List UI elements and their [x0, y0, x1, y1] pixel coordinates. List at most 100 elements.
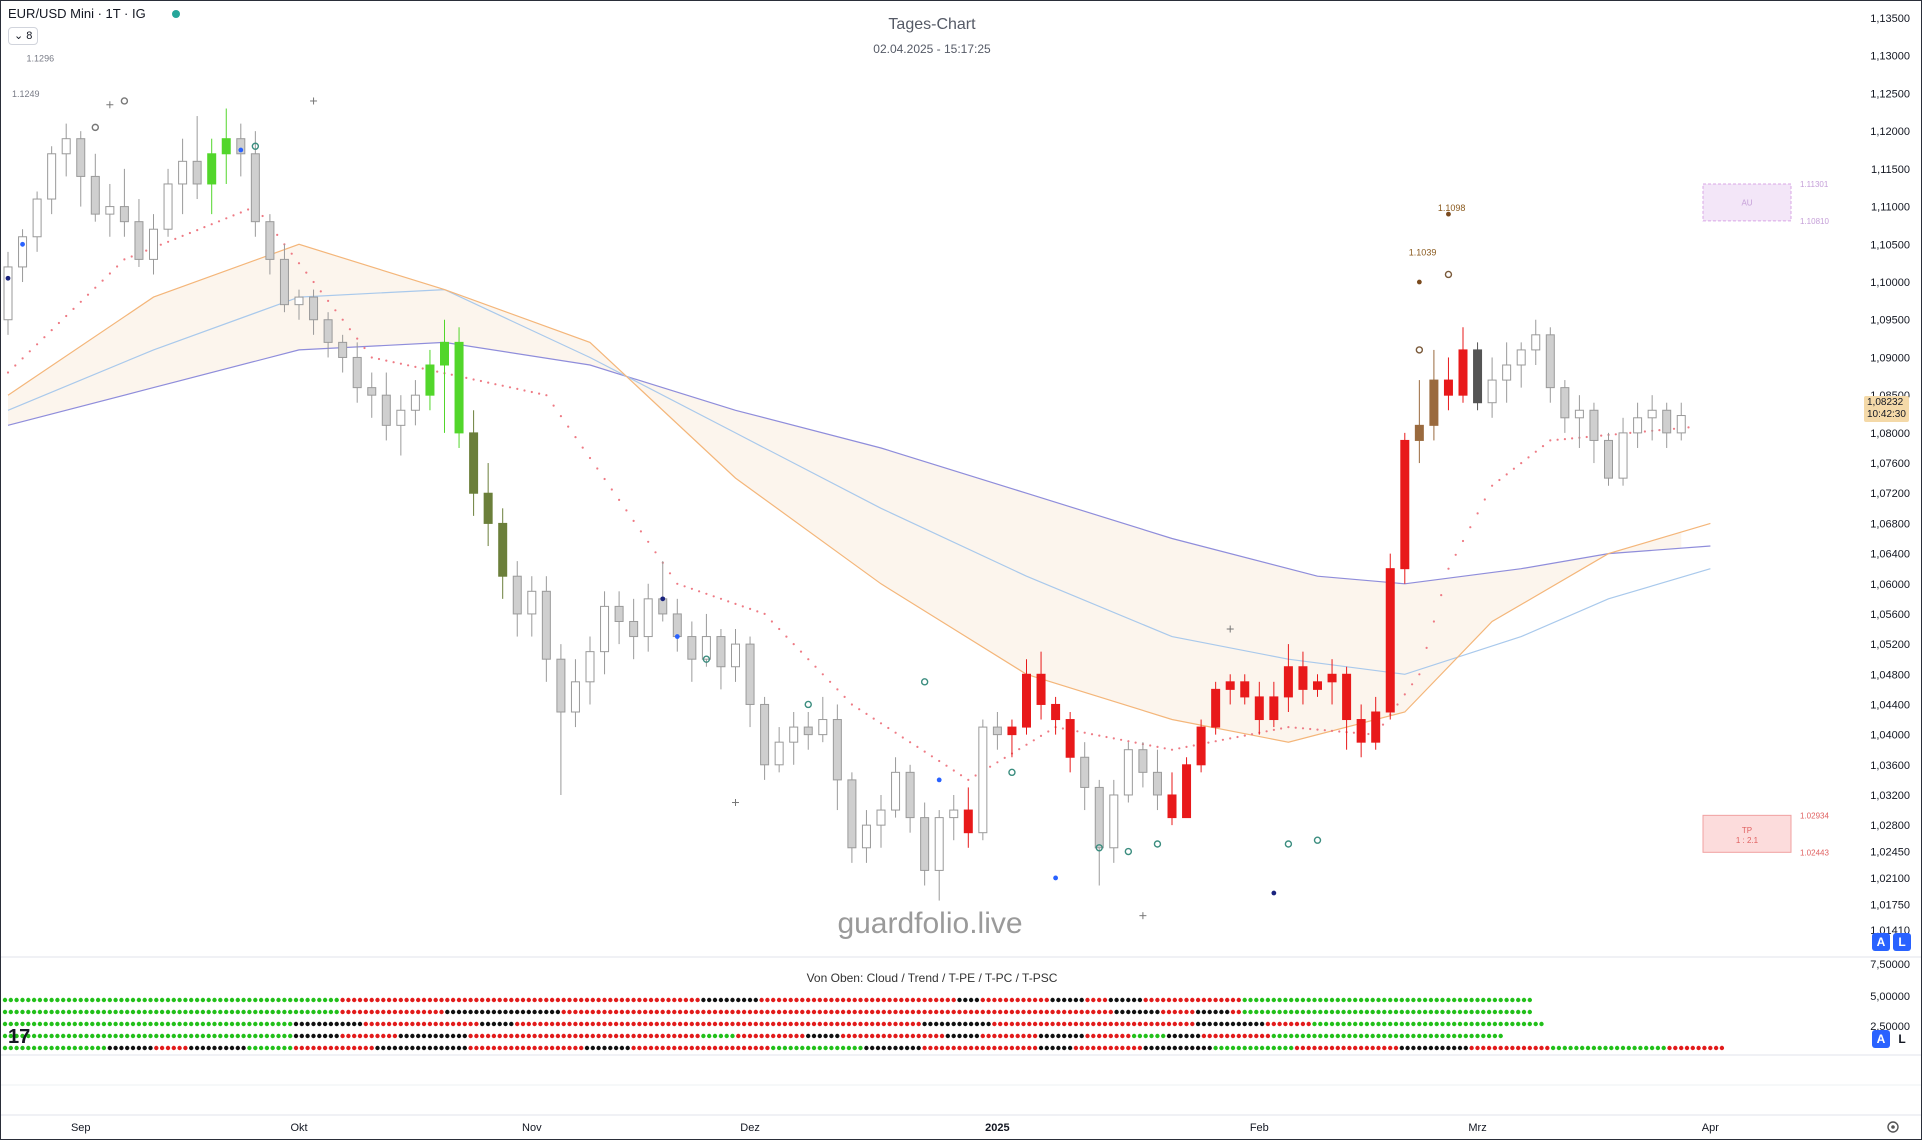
- candle[interactable]: [1080, 742, 1090, 811]
- candle[interactable]: [410, 380, 420, 426]
- candle[interactable]: [454, 327, 464, 448]
- candle[interactable]: [614, 591, 624, 645]
- candle[interactable]: [1196, 719, 1206, 773]
- candle[interactable]: [920, 802, 930, 886]
- candle[interactable]: [847, 772, 857, 863]
- candle[interactable]: [876, 794, 886, 848]
- candle[interactable]: [585, 636, 595, 705]
- candle[interactable]: [469, 410, 479, 516]
- candle[interactable]: [512, 561, 522, 637]
- candle[interactable]: [381, 372, 391, 441]
- candle[interactable]: [1531, 319, 1541, 365]
- candle[interactable]: [934, 810, 944, 901]
- candle[interactable]: [1487, 357, 1497, 418]
- candle[interactable]: [541, 576, 551, 682]
- settings-gear-icon[interactable]: [1887, 1121, 1899, 1133]
- candle[interactable]: [309, 289, 319, 335]
- candle[interactable]: [294, 289, 304, 320]
- candle[interactable]: [1473, 342, 1483, 411]
- candle[interactable]: [1167, 772, 1177, 826]
- candle[interactable]: [3, 251, 13, 335]
- candle[interactable]: [1022, 659, 1031, 735]
- candle[interactable]: [1618, 417, 1628, 486]
- candle[interactable]: [643, 583, 653, 652]
- candle[interactable]: [207, 138, 217, 215]
- candle[interactable]: [119, 168, 129, 237]
- candle[interactable]: [1225, 674, 1235, 705]
- candle[interactable]: [1662, 402, 1672, 448]
- candle[interactable]: [1414, 380, 1424, 464]
- candle[interactable]: [1502, 342, 1512, 403]
- candle[interactable]: [1647, 395, 1657, 441]
- indicator-auto-scale-button[interactable]: A: [1872, 1030, 1890, 1048]
- candle[interactable]: [716, 629, 726, 690]
- layers-toggle[interactable]: ⌄ 8: [8, 27, 39, 45]
- candle[interactable]: [1458, 327, 1468, 403]
- candle[interactable]: [1327, 659, 1337, 705]
- candle[interactable]: [978, 719, 988, 841]
- candle[interactable]: [891, 757, 901, 818]
- candle[interactable]: [1007, 719, 1017, 758]
- candle[interactable]: [1152, 749, 1162, 811]
- candle[interactable]: [1211, 681, 1221, 735]
- candle[interactable]: [425, 349, 435, 411]
- candle[interactable]: [1342, 666, 1352, 750]
- candle[interactable]: [265, 214, 275, 275]
- candle[interactable]: [105, 183, 115, 237]
- candle[interactable]: [1574, 395, 1584, 448]
- candle[interactable]: [556, 644, 566, 795]
- candle[interactable]: [861, 810, 871, 863]
- candle[interactable]: [701, 613, 711, 667]
- candle[interactable]: [905, 764, 915, 833]
- candle[interactable]: [352, 342, 362, 403]
- candle[interactable]: [1051, 696, 1061, 735]
- candle[interactable]: [1240, 674, 1250, 705]
- candle[interactable]: [774, 727, 784, 773]
- candle[interactable]: [1283, 644, 1293, 712]
- candle[interactable]: [1138, 742, 1148, 788]
- candle[interactable]: [1400, 432, 1410, 584]
- candle[interactable]: [687, 621, 697, 682]
- candle[interactable]: [178, 138, 188, 215]
- candle[interactable]: [1385, 553, 1395, 720]
- candle[interactable]: [76, 131, 86, 207]
- candle[interactable]: [760, 696, 770, 780]
- candle[interactable]: [745, 636, 755, 728]
- candle[interactable]: [1298, 651, 1308, 705]
- candle[interactable]: [1516, 342, 1526, 388]
- candle[interactable]: [1065, 711, 1075, 773]
- candle[interactable]: [963, 787, 973, 848]
- candle[interactable]: [731, 629, 740, 682]
- candle[interactable]: [570, 659, 580, 728]
- candle[interactable]: [1560, 380, 1570, 433]
- symbol-title[interactable]: EUR/USD Mini · 1T · IG: [8, 6, 146, 21]
- candle[interactable]: [61, 123, 71, 177]
- candle[interactable]: [1589, 402, 1599, 464]
- candle[interactable]: [338, 334, 348, 373]
- candle[interactable]: [818, 696, 828, 743]
- indicator-log-scale-button[interactable]: L: [1893, 1030, 1911, 1048]
- candle[interactable]: [1443, 357, 1453, 411]
- ma-slow-line[interactable]: [7, 341, 1711, 585]
- candle[interactable]: [1429, 349, 1439, 441]
- candle[interactable]: [1545, 327, 1555, 403]
- candle[interactable]: [1633, 402, 1643, 448]
- auto-scale-button[interactable]: A: [1872, 933, 1890, 951]
- candle[interactable]: [992, 711, 1002, 750]
- candle[interactable]: [18, 229, 28, 283]
- candle[interactable]: [367, 372, 377, 418]
- candle[interactable]: [192, 116, 202, 200]
- candle[interactable]: [949, 794, 959, 841]
- y-axis[interactable]: 1,135001,130001,125001,120001,115001,110…: [1870, 13, 1910, 937]
- candle[interactable]: [440, 319, 449, 433]
- ma-mid-line[interactable]: [7, 288, 1711, 675]
- candle[interactable]: [832, 704, 842, 811]
- candle[interactable]: [134, 199, 144, 267]
- candle[interactable]: [1676, 402, 1686, 441]
- candle[interactable]: [1123, 742, 1133, 803]
- x-axis[interactable]: Sep Okt Nov Dez 2025 Feb Mrz Apr: [71, 1122, 1719, 1134]
